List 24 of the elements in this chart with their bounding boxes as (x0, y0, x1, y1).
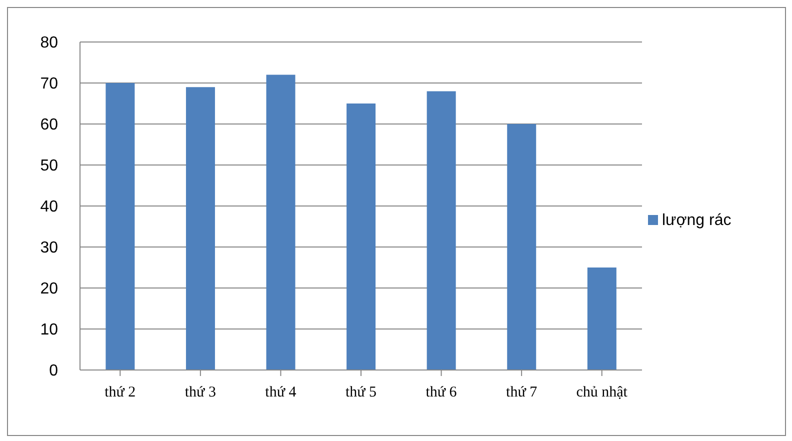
y-tick-label: 10 (40, 322, 58, 339)
legend-label: lượng rác (662, 212, 732, 228)
y-tick-label: 60 (40, 116, 58, 134)
bar (266, 74, 296, 370)
x-tick-label: thứ 4 (265, 384, 297, 401)
bar (587, 268, 616, 370)
x-tick-label: chủ nhật (576, 384, 628, 401)
bar (507, 124, 536, 370)
y-tick-label: 40 (40, 198, 58, 216)
bar (186, 87, 215, 370)
y-tick-label: 80 (40, 34, 58, 52)
x-tick-label: thứ 2 (104, 384, 136, 401)
y-tick-label: 50 (40, 158, 58, 175)
x-tick-label: thứ 5 (345, 384, 377, 401)
y-tick-label: 30 (40, 240, 58, 257)
bar (426, 91, 456, 370)
bar (346, 104, 376, 370)
y-tick-label: 0 (49, 362, 58, 380)
bar (106, 83, 135, 370)
x-tick-label: thứ 6 (426, 384, 458, 401)
y-tick-label: 70 (40, 76, 58, 93)
y-tick-label: 20 (40, 280, 58, 298)
x-tick-label: thứ 3 (184, 384, 216, 401)
x-tick-label: thứ 7 (506, 384, 538, 401)
